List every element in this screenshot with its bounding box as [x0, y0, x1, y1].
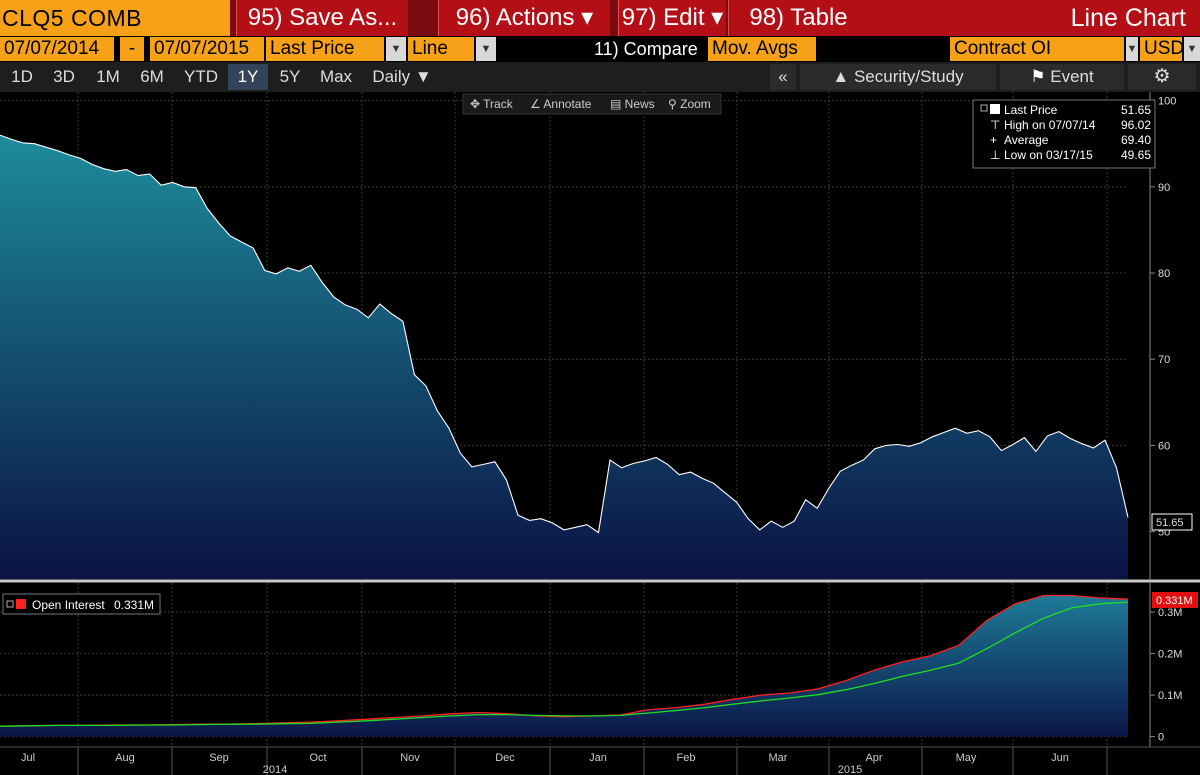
- price-tick-label: 90: [1158, 182, 1170, 194]
- x-month-label: Jan: [589, 752, 607, 764]
- period-toolbar: 1D 3D 1M 6M YTD 1Y 5Y Max Daily ▼ « ▲ Se…: [0, 62, 1200, 92]
- x-month-label: Nov: [400, 752, 420, 764]
- legend-label-low: Low on 03/17/15: [1004, 148, 1093, 162]
- average-icon: +: [990, 133, 997, 147]
- flag-icon: ⚑: [1030, 67, 1046, 86]
- price-line: [0, 134, 1129, 534]
- zoom-tool[interactable]: ⚲ Zoom: [668, 97, 711, 111]
- price-tick-label: 70: [1158, 354, 1170, 366]
- actions-menu[interactable]: 96) Actions ▾: [438, 0, 610, 36]
- legend-swatch: [990, 104, 1000, 114]
- price-legend: Last Price 51.65 ⊤ High on 07/07/14 96.0…: [972, 99, 1156, 169]
- period-5y[interactable]: 5Y: [279, 67, 301, 86]
- period-3d[interactable]: 3D: [53, 67, 75, 86]
- chart-tools: ✥ Track ∠ Annotate ▤ News ⚲ Zoom: [462, 93, 722, 115]
- event-button[interactable]: ⚑ Event: [1000, 64, 1124, 90]
- oi-y-axis: 0 0.1M 0.2M 0.3M: [1149, 583, 1182, 747]
- oi-last-value: 0.331M: [1156, 595, 1193, 607]
- track-tool[interactable]: ✥ Track: [470, 97, 514, 111]
- x-year-label: 2014: [263, 764, 287, 775]
- period-ytd[interactable]: YTD: [184, 67, 218, 86]
- security-study-label: Security/Study: [853, 67, 964, 86]
- price-last-value: 51.65: [1156, 517, 1184, 529]
- x-month-label: Dec: [495, 752, 515, 764]
- oi-tick-label: 0.3M: [1158, 607, 1182, 619]
- price-tick-label: 80: [1158, 268, 1170, 280]
- oi-tick-label: 0.2M: [1158, 649, 1182, 661]
- security-study-button[interactable]: ▲ Security/Study: [800, 64, 996, 90]
- price-area: [0, 135, 1128, 579]
- title-bar: CLQ5 COMB Comdty 95) Save As... 96) Acti…: [0, 0, 1200, 67]
- oi-select[interactable]: Contract OI: [950, 37, 1124, 61]
- x-year-label: 2015: [838, 764, 862, 775]
- oi-area: [0, 595, 1128, 737]
- oi-dropdown-icon[interactable]: ▼: [1126, 37, 1138, 61]
- oi-ma-line: [0, 601, 1129, 727]
- currency-select[interactable]: USD: [1140, 37, 1184, 61]
- x-month-label: Oct: [309, 752, 326, 764]
- x-month-label: Aug: [115, 752, 135, 764]
- currency-dropdown-icon[interactable]: ▼: [1184, 37, 1200, 61]
- x-month-label: May: [956, 752, 977, 764]
- period-1y[interactable]: 1Y: [228, 64, 268, 90]
- high-icon: ⊤: [990, 118, 1000, 132]
- oi-legend: Open Interest 0.331M: [2, 593, 161, 615]
- gear-icon[interactable]: ⚙: [1128, 64, 1196, 90]
- mov-avgs-select[interactable]: Mov. Avgs: [708, 37, 816, 61]
- ticker-field[interactable]: CLQ5 COMB Comdty: [0, 0, 230, 67]
- period-1d[interactable]: 1D: [11, 67, 33, 86]
- period-6m[interactable]: 6M: [140, 67, 164, 86]
- save-as-menu[interactable]: 95) Save As...: [236, 0, 408, 36]
- legend-label-average: Average: [1004, 133, 1049, 147]
- legend-label-last: Last Price: [1004, 103, 1058, 117]
- period-max[interactable]: Max: [319, 67, 353, 86]
- edit-menu[interactable]: 97) Edit ▾: [618, 0, 726, 36]
- legend-label-high: High on 07/07/14: [1004, 118, 1096, 132]
- x-axis: Jul Aug Sep Oct Nov Dec Jan Feb Mar Apr May Jun 2014…: [0, 746, 1200, 775]
- table-menu[interactable]: 98) Table: [728, 0, 868, 36]
- annotate-tool[interactable]: ∠ Annotate: [530, 97, 592, 111]
- oi-tick-label: 0.1M: [1158, 690, 1182, 702]
- x-month-label: Jul: [21, 752, 35, 764]
- price-tick-label: 100: [1158, 96, 1176, 108]
- legend-value-last: 51.65: [1121, 103, 1151, 117]
- x-month-label: Mar: [769, 752, 788, 764]
- start-date-input[interactable]: 07/07/2014: [0, 37, 114, 61]
- date-dash: -: [120, 37, 144, 61]
- end-date-input[interactable]: 07/07/2015: [150, 37, 264, 61]
- compare-label[interactable]: 11) Compare: [594, 39, 698, 59]
- oi-legend-label: Open Interest: [32, 598, 105, 612]
- low-icon: ⊥: [990, 148, 1000, 162]
- style-select[interactable]: Line: [408, 37, 474, 61]
- period-1m[interactable]: 1M: [96, 67, 120, 86]
- price-tick-label: 60: [1158, 440, 1170, 452]
- legend-value-low: 49.65: [1121, 148, 1151, 162]
- x-month-label: Feb: [677, 752, 696, 764]
- x-month-label: Apr: [865, 752, 882, 764]
- oi-last-tag: 0.331M: [1152, 592, 1198, 608]
- oi-legend-swatch: [16, 599, 26, 609]
- chart-title: Line Chart: [868, 0, 1200, 36]
- collapse-icon[interactable]: «: [770, 64, 796, 90]
- oi-legend-collapse-icon[interactable]: [6, 600, 14, 608]
- field-dropdown-icon[interactable]: ▼: [386, 37, 406, 61]
- legend-collapse-icon[interactable]: [980, 104, 988, 112]
- price-last-tag: 51.65: [1151, 513, 1193, 531]
- chart-icon: ▲: [832, 67, 850, 86]
- oi-legend-value: 0.331M: [114, 598, 154, 612]
- news-tool[interactable]: ▤ News: [610, 97, 655, 111]
- field-select[interactable]: Last Price: [266, 37, 384, 61]
- chart-area[interactable]: ✥ Track ∠ Annotate ▤ News ⚲ Zoom 5060708…: [0, 92, 1200, 775]
- x-month-label: Jun: [1051, 752, 1069, 764]
- x-month-label: Sep: [209, 752, 229, 764]
- oi-tick-label: 0: [1158, 732, 1164, 744]
- frequency-select[interactable]: Daily ▼: [372, 67, 432, 86]
- event-label: Event: [1050, 67, 1094, 86]
- controls-bar: 07/07/2014 - 07/07/2015 Last Price ▼ Lin…: [0, 36, 1200, 62]
- legend-value-high: 96.02: [1121, 118, 1151, 132]
- style-dropdown-icon[interactable]: ▼: [476, 37, 496, 61]
- legend-value-average: 69.40: [1121, 133, 1151, 147]
